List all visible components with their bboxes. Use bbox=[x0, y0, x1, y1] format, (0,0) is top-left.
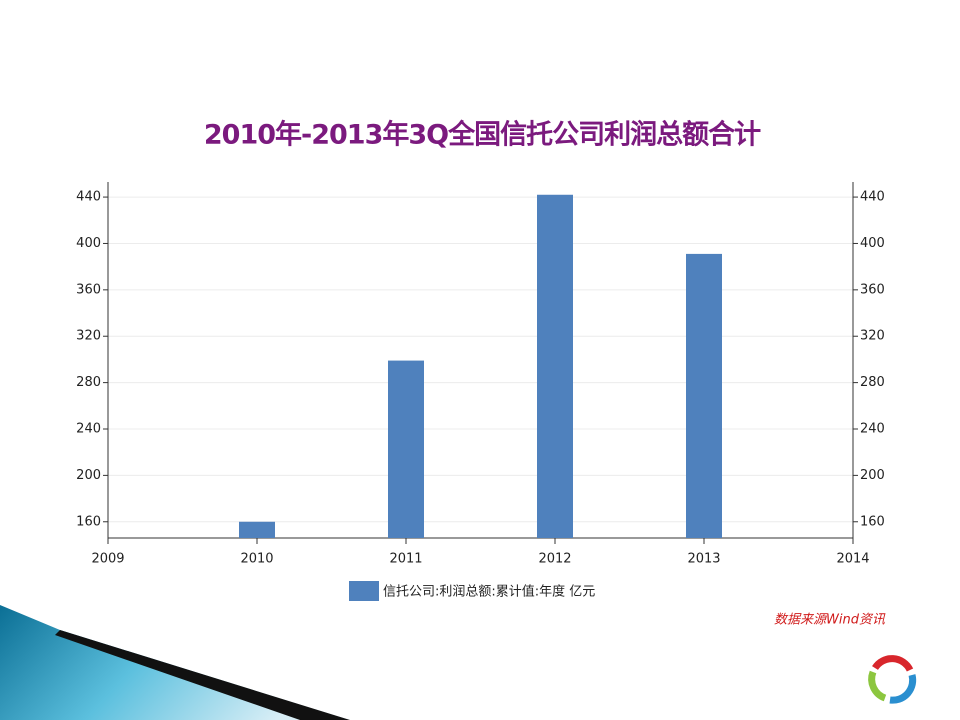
x-tick-label: 2014 bbox=[836, 552, 869, 567]
y-tick-label: 400 bbox=[76, 236, 101, 251]
decor-swoosh bbox=[0, 605, 350, 720]
x-tick-label: 2012 bbox=[538, 552, 571, 567]
y2-tick-label: 200 bbox=[860, 468, 885, 483]
x-tick-label: 2010 bbox=[240, 552, 273, 567]
y2-tick-label: 240 bbox=[860, 421, 885, 436]
y2-tick-label: 320 bbox=[860, 329, 885, 344]
y-tick-label: 280 bbox=[76, 375, 101, 390]
x-tick-label: 2011 bbox=[389, 552, 422, 567]
logo bbox=[868, 655, 917, 704]
y2-tick-label: 440 bbox=[860, 190, 885, 205]
decor-stripe bbox=[55, 630, 350, 720]
y-tick-label: 320 bbox=[76, 329, 101, 344]
bar bbox=[537, 194, 573, 538]
y2-tick-label: 160 bbox=[860, 514, 885, 529]
y2-tick-label: 360 bbox=[860, 282, 885, 297]
legend-swatch bbox=[349, 581, 379, 601]
legend-label: 信托公司:利润总额:累计值:年度 亿元 bbox=[383, 584, 595, 600]
x-tick-label: 2009 bbox=[91, 552, 124, 567]
source-note: 数据来源Wind资讯 bbox=[774, 613, 886, 628]
y-tick-label: 440 bbox=[76, 190, 101, 205]
y-tick-label: 200 bbox=[76, 468, 101, 483]
y-tick-label: 160 bbox=[76, 514, 101, 529]
bar bbox=[388, 360, 424, 538]
x-tick-label: 2013 bbox=[687, 552, 720, 567]
chart-title: 2010年-2013年3Q全国信托公司利润总额合计 bbox=[204, 119, 761, 151]
y-tick-label: 360 bbox=[76, 282, 101, 297]
bar bbox=[239, 521, 275, 538]
y2-tick-label: 400 bbox=[860, 236, 885, 251]
bar bbox=[686, 253, 722, 539]
y2-tick-label: 280 bbox=[860, 375, 885, 390]
y-tick-label: 240 bbox=[76, 421, 101, 436]
